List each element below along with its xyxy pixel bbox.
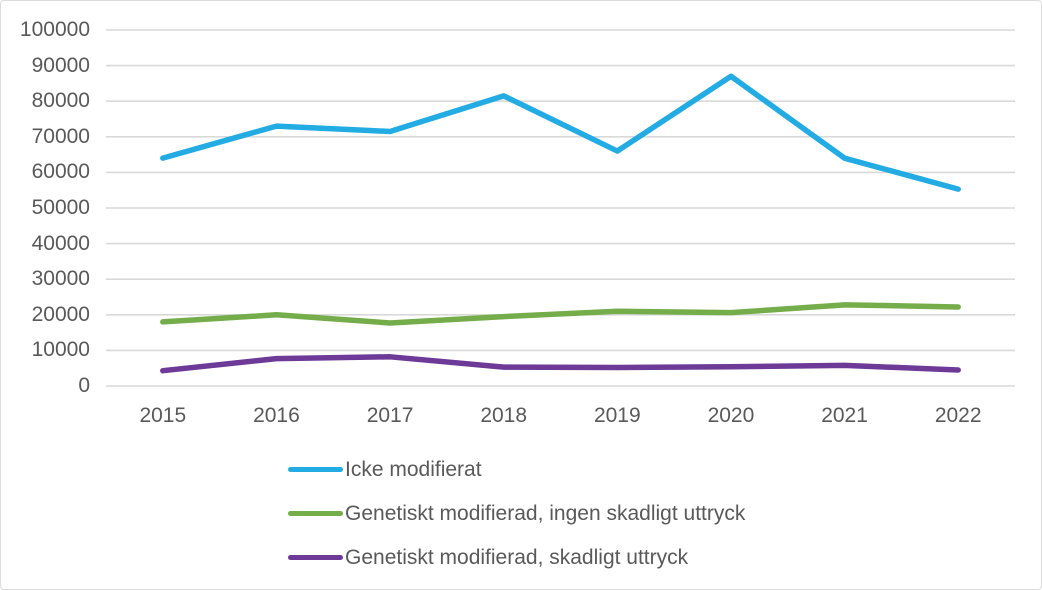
legend: Icke modifierat Genetiskt modifierad, in…: [288, 456, 745, 571]
legend-swatch-icon: [288, 511, 343, 516]
series-line: [160, 73, 961, 192]
y-tick-label: 10000: [31, 338, 90, 362]
legend-label: Genetiskt modifierad, skadligt uttryck: [345, 545, 689, 569]
y-tick-label: 70000: [31, 124, 90, 148]
legend-swatch-icon: [288, 555, 343, 560]
series-line: [160, 302, 961, 326]
x-tick-label: 2016: [253, 404, 300, 427]
legend-label: Genetiskt modifierad, ingen skadligt utt…: [345, 501, 746, 525]
y-tick-label: 20000: [31, 302, 90, 326]
y-tick-label: 100000: [19, 18, 90, 41]
legend-item: Genetiskt modifierad, ingen skadligt utt…: [288, 500, 745, 527]
series-lines: [160, 73, 961, 374]
y-tick-label: 60000: [31, 160, 90, 184]
x-tick-label: 2015: [139, 404, 187, 427]
legend-item: Icke modifierat: [288, 456, 745, 483]
y-tick-label: 50000: [31, 196, 90, 219]
y-tick-label: 80000: [31, 89, 90, 113]
legend-label: Icke modifierat: [345, 457, 482, 481]
x-tick-label: 2022: [934, 404, 982, 427]
y-tick-label: 0: [78, 374, 90, 397]
x-tick-label: 2020: [707, 404, 755, 427]
legend-item: Genetiskt modifierad, skadligt uttryck: [288, 544, 745, 571]
x-tick-label: 2021: [821, 404, 868, 427]
x-tick-label: 2017: [366, 404, 414, 427]
series-line: [160, 354, 961, 374]
y-tick-label: 30000: [31, 267, 90, 291]
y-tick-label: 90000: [31, 53, 90, 77]
x-tick-label: 2018: [480, 404, 528, 427]
legend-swatch-icon: [288, 467, 343, 472]
x-tick-label: 2019: [593, 404, 641, 427]
y-tick-label: 40000: [31, 231, 90, 255]
y-axis: 100000 90000 80000 70000 60000 50000 40000 3000…: [1, 1, 98, 589]
